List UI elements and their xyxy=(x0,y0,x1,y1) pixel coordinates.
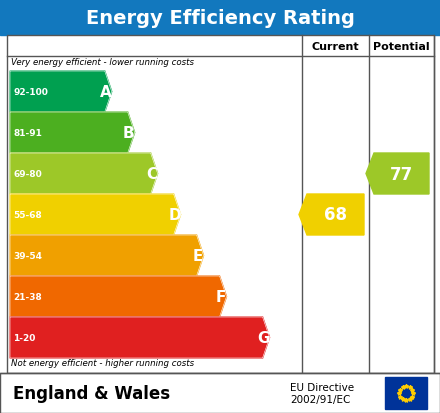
Text: 1-20: 1-20 xyxy=(13,333,35,342)
Bar xyxy=(385,377,427,409)
Text: G: G xyxy=(257,330,270,345)
Polygon shape xyxy=(10,72,112,113)
Text: C: C xyxy=(146,166,157,182)
Text: 39-54: 39-54 xyxy=(13,252,42,260)
Text: 77: 77 xyxy=(390,165,413,183)
Text: Current: Current xyxy=(312,41,359,51)
Text: 69-80: 69-80 xyxy=(13,170,42,178)
Text: Very energy efficient - lower running costs: Very energy efficient - lower running co… xyxy=(11,58,194,67)
Text: A: A xyxy=(100,85,112,100)
Text: Potential: Potential xyxy=(373,41,430,51)
Text: E: E xyxy=(192,248,203,263)
Text: D: D xyxy=(168,207,181,223)
Polygon shape xyxy=(10,154,158,195)
Polygon shape xyxy=(10,317,270,358)
Text: 92-100: 92-100 xyxy=(13,88,48,97)
Polygon shape xyxy=(10,235,204,276)
Text: F: F xyxy=(215,289,226,304)
Text: Not energy efficient - higher running costs: Not energy efficient - higher running co… xyxy=(11,358,194,367)
Text: Energy Efficiency Rating: Energy Efficiency Rating xyxy=(85,9,355,27)
Polygon shape xyxy=(10,195,180,235)
Bar xyxy=(7,36,434,373)
Polygon shape xyxy=(366,154,429,195)
Polygon shape xyxy=(10,276,227,317)
Text: England & Wales: England & Wales xyxy=(13,384,170,402)
Text: EU Directive: EU Directive xyxy=(290,382,354,392)
Polygon shape xyxy=(299,195,364,235)
Text: B: B xyxy=(123,126,135,141)
Text: 68: 68 xyxy=(324,206,347,224)
Polygon shape xyxy=(10,113,135,154)
Bar xyxy=(0,0,440,36)
Text: 55-68: 55-68 xyxy=(13,211,42,219)
Text: 21-38: 21-38 xyxy=(13,292,42,301)
Bar xyxy=(0,373,440,413)
Text: 81-91: 81-91 xyxy=(13,129,42,138)
Text: 2002/91/EC: 2002/91/EC xyxy=(290,394,350,404)
